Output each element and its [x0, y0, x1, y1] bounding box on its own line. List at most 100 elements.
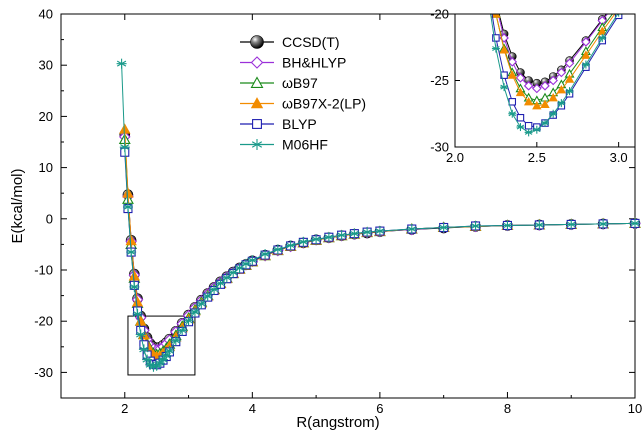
y-tick-label: -30	[34, 365, 53, 380]
main-series-line	[124, 129, 636, 358]
x-tick-label: 10	[628, 401, 642, 416]
main-data-point	[129, 281, 140, 292]
inset-data-point	[491, 44, 500, 53]
main-data-point	[311, 234, 322, 245]
main-data-point	[272, 244, 283, 255]
inset-data-point	[515, 73, 526, 83]
main-series-line	[124, 139, 636, 356]
inset-y-tick-label: -20	[430, 7, 449, 22]
inset-data-point	[564, 74, 575, 83]
inset-data-point	[492, 0, 500, 5]
main-data-point	[336, 230, 347, 241]
main-series-3	[119, 123, 641, 361]
inset-series-line	[491, 14, 621, 128]
inset-data-point	[532, 125, 541, 134]
inset-x-tick-label: 3.0	[610, 150, 628, 165]
inset-series-3	[491, 14, 616, 110]
inset-data-point	[557, 99, 566, 108]
main-data-point	[119, 123, 131, 134]
legend-marker	[250, 76, 264, 88]
legend-marker	[251, 139, 263, 150]
inset-data-point	[507, 57, 518, 67]
inset-data-point	[615, 0, 623, 2]
inset-data-point	[492, 1, 500, 9]
legend-label: BLYP	[282, 116, 317, 132]
inset-data-point	[516, 113, 525, 122]
main-data-point	[598, 218, 609, 229]
y-tick-label: 0	[46, 211, 53, 226]
main-series-line	[124, 136, 636, 351]
y-tick-label: -10	[34, 263, 53, 278]
legend-label: ωB97	[282, 75, 318, 91]
main-data-point	[196, 298, 207, 309]
main-data-point	[131, 296, 144, 307]
inset-x-tick-label: 2.0	[446, 150, 464, 165]
x-axis-label: R(angstrom)	[296, 414, 379, 431]
main-plot: 2 4 6 8 10 -30 -20 -10 0 10 20 30 40 R(angstrom) E(kca…	[9, 7, 642, 432]
main-data-point	[122, 202, 133, 213]
inset-x-tick-label: 2.5	[528, 150, 546, 165]
inset-data-point	[548, 75, 558, 86]
legend: CCSD(T) BH&HLYP ωB97 ωB97X-2(LP) BLYP M06HF	[240, 34, 366, 153]
y-axis-label: E(kcal/mol)	[9, 168, 26, 243]
main-data-point	[183, 315, 194, 326]
x-tick-label: 8	[504, 401, 511, 416]
y-tick-label: 20	[39, 109, 53, 124]
main-data-point	[209, 284, 220, 295]
inset-data-point	[491, 14, 501, 18]
inset-y-tick-label: -25	[430, 73, 449, 88]
inset-data-point	[508, 109, 517, 118]
main-series-4	[120, 147, 640, 370]
y-tick-label: 40	[39, 7, 53, 22]
main-data-point	[126, 247, 137, 258]
inset-series-line	[495, 14, 614, 101]
main-data-point	[534, 219, 545, 230]
inset-data-point	[556, 84, 567, 94]
inset-data-point	[540, 81, 550, 91]
inset-data-point	[524, 121, 533, 130]
main-data-point	[177, 325, 188, 336]
inset-data-point	[516, 123, 525, 132]
x-tick-label: 2	[121, 401, 128, 416]
inset-data-point	[581, 50, 591, 59]
main-data-point	[502, 220, 513, 231]
main-data-point	[362, 227, 373, 238]
main-data-point	[323, 232, 334, 243]
main-data-point	[125, 234, 137, 246]
x-tick-label: 4	[249, 401, 256, 416]
inset-data-point	[581, 37, 591, 47]
inset-data-point	[508, 98, 517, 106]
main-data-point	[374, 226, 385, 237]
inset-data-point	[548, 92, 558, 102]
main-series-1	[118, 131, 641, 356]
inset-data-point	[564, 58, 575, 68]
main-series-5	[116, 58, 640, 372]
main-data-point	[298, 236, 309, 247]
main-data-point	[189, 306, 200, 317]
inset-data-point	[581, 60, 590, 69]
main-series-line	[124, 134, 636, 349]
inset-data-point	[540, 99, 550, 109]
main-data-point	[122, 187, 134, 198]
y-tick-label: 10	[39, 160, 53, 175]
inset-plot: 2.0 2.5 3.0 -30 -25 -20	[430, 0, 636, 165]
inset-data-point	[532, 83, 542, 94]
inset-data-point	[556, 67, 567, 78]
x-tick-label: 6	[376, 401, 383, 416]
inset-data-point	[541, 119, 549, 128]
legend-marker	[252, 119, 262, 129]
inset-data-point	[549, 109, 558, 118]
inset-series-line	[495, 14, 616, 107]
legend-label: ωB97X-2(LP)	[282, 96, 366, 112]
legend-marker	[250, 56, 264, 69]
inset-series-5	[490, 14, 623, 137]
y-tick-label: -20	[34, 314, 53, 329]
main-data-point	[228, 267, 239, 278]
main-data-point	[260, 249, 271, 260]
inset-data-point	[492, 34, 500, 42]
inset-series-line	[498, 14, 607, 84]
main-data-point	[119, 142, 130, 153]
inset-data-point	[565, 87, 574, 96]
